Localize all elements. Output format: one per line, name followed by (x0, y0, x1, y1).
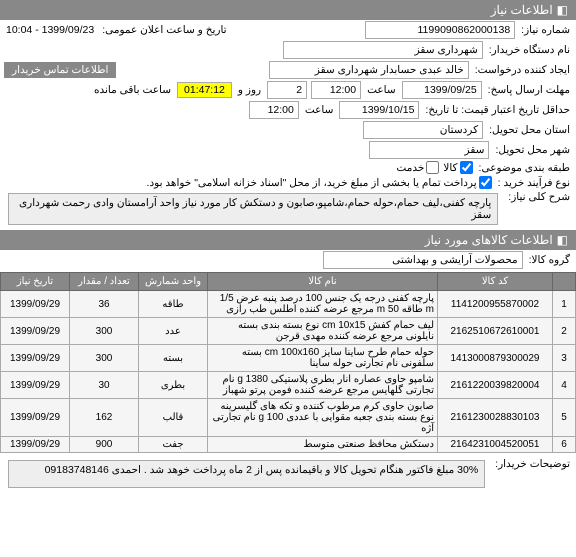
announce-label: تاریخ و ساعت اعلان عمومی: (100, 24, 228, 36)
table-cell: 1399/09/29 (1, 318, 70, 345)
group-label: گروه کالا: (527, 254, 572, 266)
info-icon-2: ◧ (557, 233, 568, 247)
table-cell: شامپو حاوی عصاره انار بطری پلاستیکی g 13… (208, 372, 438, 399)
days-remaining: 2 (267, 81, 307, 99)
table-cell: 1399/09/29 (1, 399, 70, 437)
table-cell: 6 (553, 437, 576, 453)
province-label: استان محل تحویل: (487, 124, 572, 136)
table-cell: قالب (139, 399, 208, 437)
table-cell: 900 (70, 437, 139, 453)
goods-section-title: اطلاعات کالاهای مورد نیاز (425, 233, 553, 247)
table-cell: بسته (139, 345, 208, 372)
buy-type-label: نوع فرآیند خرید : (496, 177, 572, 189)
countdown-timer: 01:47:12 (177, 82, 232, 98)
time-label-1: ساعت (365, 84, 398, 96)
need-number-label: شماره نیاز: (519, 24, 572, 36)
table-cell: 1399/09/29 (1, 437, 70, 453)
table-cell: عدد (139, 318, 208, 345)
goods-checkbox[interactable] (460, 161, 473, 174)
goods-table: کد کالانام کالاواحد شمارشتعداد / مقدارتا… (0, 272, 576, 453)
time-label-2: ساعت (303, 104, 336, 116)
section-title: اطلاعات نیاز (491, 3, 553, 17)
table-cell: 1 (553, 291, 576, 318)
buyer-value: شهرداری سقز (283, 41, 483, 59)
announce-value: 1399/09/23 - 10:04 (4, 24, 96, 36)
desc-label: شرح کلی نیاز: (506, 191, 572, 203)
table-cell: 2164231004520051 (438, 437, 553, 453)
remain-label: ساعت باقی مانده (92, 84, 173, 96)
info-icon: ◧ (557, 3, 568, 17)
creator-value: خالد عبدی حسابدار شهرداری سقز (269, 61, 469, 79)
deadline-date: 1399/09/25 (402, 81, 482, 99)
table-cell: صابون حاوی کرم مرطوب کننده و تکه های گلی… (208, 399, 438, 437)
city-label: شهر محل تحویل: (493, 144, 572, 156)
table-cell: دستکش محافظ صنعتی متوسط (208, 437, 438, 453)
table-cell: لیف حمام کفش cm 10x15 نوع بسته بندی بسته… (208, 318, 438, 345)
city-value: سقز (369, 141, 489, 159)
table-cell: 2161220039820004 (438, 372, 553, 399)
table-col-header: کد کالا (438, 273, 553, 291)
creator-label: ایجاد کننده درخواست: (473, 64, 572, 76)
deadline-time: 12:00 (311, 81, 361, 99)
table-cell: 1399/09/29 (1, 372, 70, 399)
table-row: 11141200955870002پارچه کفنی درجه یک جنس … (1, 291, 576, 318)
table-cell: 1399/09/29 (1, 291, 70, 318)
table-cell: 2 (553, 318, 576, 345)
desc-value: پارچه کفنی،لیف حمام،حوله حمام،شامپو،صابو… (8, 193, 498, 225)
credit-label: حداقل تاریخ اعتبار قیمت: تا تاریخ: (423, 104, 572, 116)
table-cell: بطری (139, 372, 208, 399)
need-number-value: 1199090862000138 (365, 21, 515, 39)
table-cell: جفت (139, 437, 208, 453)
table-cell: 3 (553, 345, 576, 372)
service-checkbox[interactable] (426, 161, 439, 174)
credit-date: 1399/10/15 (339, 101, 419, 119)
table-cell: 2161230028830103 (438, 399, 553, 437)
table-col-header: واحد شمارش (139, 273, 208, 291)
table-cell: 36 (70, 291, 139, 318)
contact-button[interactable]: اطلاعات تماس خریدار (4, 62, 116, 78)
province-value: کردستان (363, 121, 483, 139)
table-cell: 1413000879300029 (438, 345, 553, 372)
table-row: 42161220039820004شامپو حاوی عصاره انار ب… (1, 372, 576, 399)
table-cell: 300 (70, 345, 139, 372)
payment-note: پرداخت تمام یا بخشی از مبلغ خرید، از محل… (147, 177, 477, 189)
buyer-notes-value: 30% مبلغ فاکتور هنگام تحویل کالا و باقیم… (8, 460, 485, 488)
table-cell: حوله حمام طرح ساینا سایز cm 100x160 بسته… (208, 345, 438, 372)
and-label: روز و (236, 84, 263, 96)
table-cell: 5 (553, 399, 576, 437)
table-cell: 162 (70, 399, 139, 437)
credit-time: 12:00 (249, 101, 299, 119)
table-cell: 300 (70, 318, 139, 345)
table-col-header: نام کالا (208, 273, 438, 291)
table-cell: طاقه (139, 291, 208, 318)
table-cell: پارچه کفنی درجه یک جنس 100 درصد پنبه عرض… (208, 291, 438, 318)
table-row: 52161230028830103صابون حاوی کرم مرطوب کن… (1, 399, 576, 437)
table-row: 22162510672610001لیف حمام کفش cm 10x15 ن… (1, 318, 576, 345)
budget-label: طبقه بندی موضوعی: (477, 162, 572, 174)
table-cell: 4 (553, 372, 576, 399)
goods-section-header: ◧ اطلاعات کالاهای مورد نیاز (0, 230, 576, 250)
buyer-label: نام دستگاه خریدار: (487, 44, 572, 56)
table-col-header: تعداد / مقدار (70, 273, 139, 291)
payment-checkbox[interactable] (479, 176, 492, 189)
table-cell: 2162510672610001 (438, 318, 553, 345)
table-cell: 1141200955870002 (438, 291, 553, 318)
table-row: 62164231004520051دستکش محافظ صنعتی متوسط… (1, 437, 576, 453)
deadline-label: مهلت ارسال پاسخ: (486, 84, 572, 96)
table-cell: 1399/09/29 (1, 345, 70, 372)
group-value: محصولات آرایشی و بهداشتی (323, 251, 523, 269)
service-label: خدمت (396, 162, 424, 174)
goods-label: کالا (443, 162, 457, 174)
buyer-notes-label: توضیحات خریدار: (493, 458, 572, 470)
table-cell: 30 (70, 372, 139, 399)
table-header-row: کد کالانام کالاواحد شمارشتعداد / مقدارتا… (1, 273, 576, 291)
table-row: 31413000879300029حوله حمام طرح ساینا سای… (1, 345, 576, 372)
table-col-header (553, 273, 576, 291)
section-header: ◧ اطلاعات نیاز (0, 0, 576, 20)
table-col-header: تاریخ نیاز (1, 273, 70, 291)
